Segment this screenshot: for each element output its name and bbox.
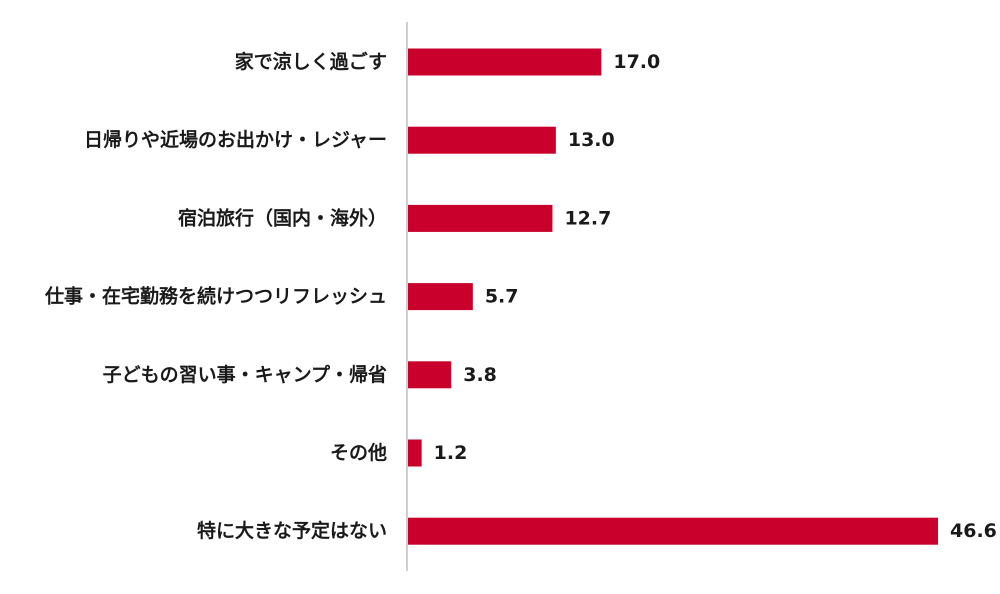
value-label-0: 17.0 <box>613 51 660 73</box>
bar-4 <box>408 361 452 389</box>
bar-0 <box>408 48 602 76</box>
value-label-6: 46.6 <box>950 520 997 542</box>
category-label-4: 子どもの習い事・キャンプ・帰省 <box>103 363 387 386</box>
category-label-1: 日帰りや近場のお出かけ・レジャー <box>84 128 387 151</box>
bar-3 <box>408 283 473 311</box>
bars-layer <box>408 48 938 545</box>
bar-6 <box>408 517 938 545</box>
category-label-6: 特に大きな予定はない <box>197 519 387 542</box>
value-label-4: 3.8 <box>463 364 497 386</box>
category-label-5: その他 <box>330 441 387 464</box>
bar-1 <box>408 126 556 154</box>
category-label-3: 仕事・在宅勤務を続けつつリフレッシュ <box>44 285 387 308</box>
category-label-2: 宿泊旅行（国内・海外） <box>178 206 387 229</box>
labels-layer: 家で涼しく過ごす 17.0 日帰りや近場のお出かけ・レジャー 13.0 宿泊旅行（国内・… <box>44 50 997 542</box>
value-label-5: 1.2 <box>434 442 468 464</box>
value-label-1: 13.0 <box>568 129 615 151</box>
category-label-0: 家で涼しく過ごす <box>235 50 387 73</box>
bar-2 <box>408 204 553 232</box>
value-label-3: 5.7 <box>485 286 519 308</box>
bar-5 <box>408 439 422 467</box>
value-label-2: 12.7 <box>564 207 611 229</box>
